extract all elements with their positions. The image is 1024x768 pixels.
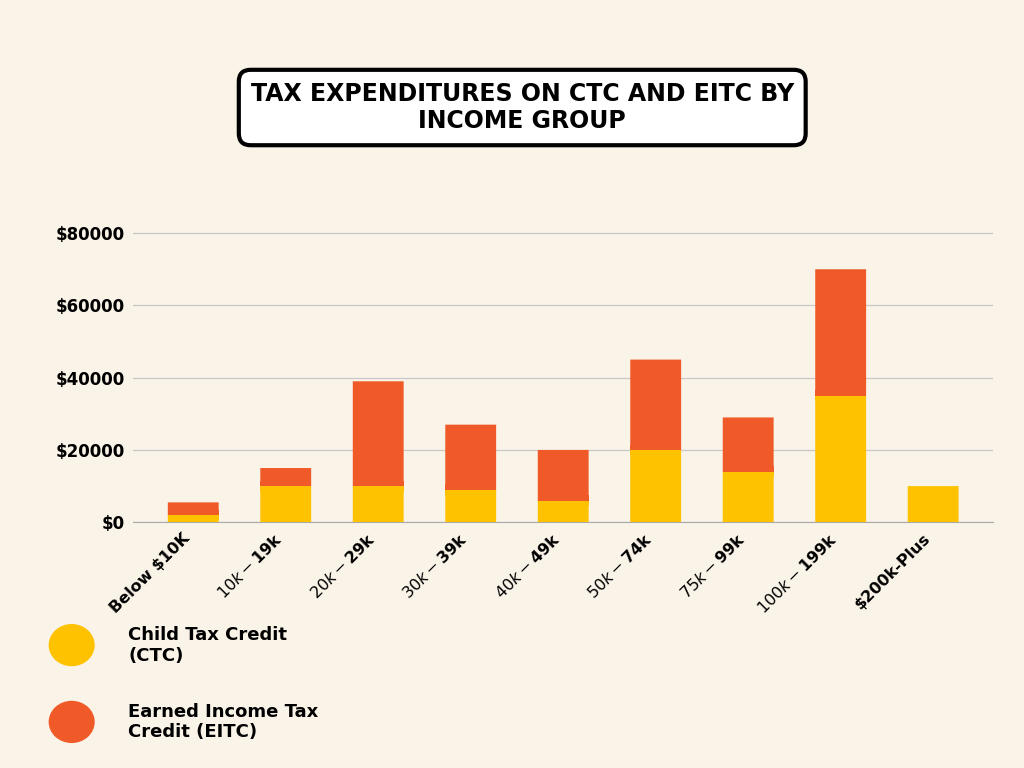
- Bar: [815, 390, 866, 401]
- FancyBboxPatch shape: [168, 502, 219, 515]
- FancyBboxPatch shape: [815, 270, 866, 396]
- Bar: [353, 486, 403, 492]
- FancyBboxPatch shape: [353, 486, 403, 522]
- FancyBboxPatch shape: [168, 515, 219, 522]
- Bar: [723, 466, 773, 477]
- Bar: [538, 495, 589, 506]
- Bar: [630, 450, 681, 455]
- FancyBboxPatch shape: [907, 486, 958, 522]
- Bar: [445, 490, 497, 495]
- Bar: [815, 396, 866, 401]
- FancyBboxPatch shape: [445, 490, 497, 522]
- FancyBboxPatch shape: [723, 472, 773, 522]
- Bar: [260, 486, 311, 492]
- FancyBboxPatch shape: [630, 359, 681, 450]
- Text: TAX EXPENDITURES ON CTC AND EITC BY
INCOME GROUP: TAX EXPENDITURES ON CTC AND EITC BY INCO…: [251, 81, 794, 134]
- FancyBboxPatch shape: [723, 418, 773, 472]
- Bar: [353, 481, 403, 492]
- Bar: [168, 515, 219, 521]
- Bar: [260, 481, 311, 492]
- FancyBboxPatch shape: [815, 396, 866, 522]
- Text: Child Tax Credit
(CTC): Child Tax Credit (CTC): [128, 626, 287, 664]
- Bar: [723, 472, 773, 477]
- Bar: [168, 510, 219, 521]
- FancyBboxPatch shape: [260, 486, 311, 522]
- FancyBboxPatch shape: [353, 381, 403, 486]
- FancyBboxPatch shape: [538, 501, 589, 522]
- FancyBboxPatch shape: [445, 425, 497, 490]
- Bar: [630, 445, 681, 455]
- Bar: [538, 501, 589, 506]
- FancyBboxPatch shape: [538, 450, 589, 501]
- Bar: [445, 485, 497, 495]
- FancyBboxPatch shape: [260, 468, 311, 486]
- Text: Earned Income Tax
Credit (EITC): Earned Income Tax Credit (EITC): [128, 703, 318, 741]
- FancyBboxPatch shape: [630, 450, 681, 522]
